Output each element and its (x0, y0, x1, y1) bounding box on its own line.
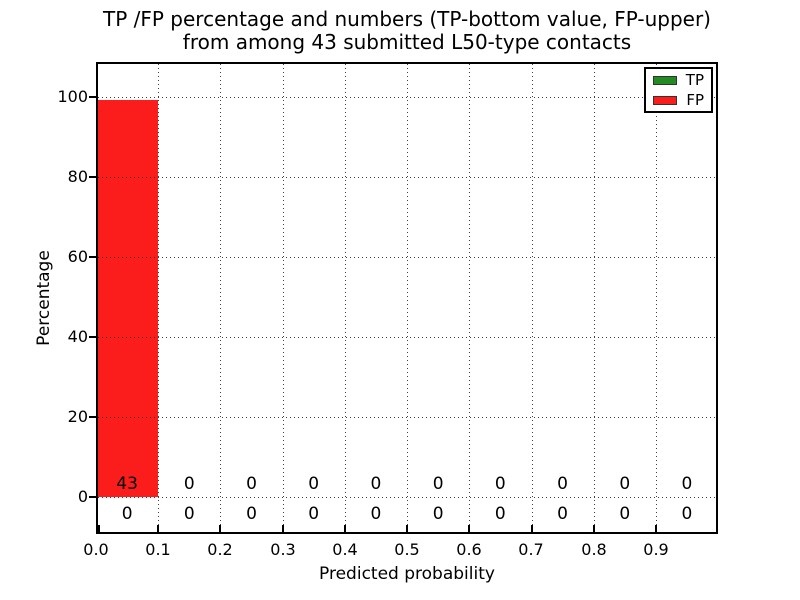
ytick-label-40: 40 (67, 327, 88, 346)
xtick-mark-01 (157, 525, 159, 532)
gridline-x02 (220, 64, 221, 532)
legend-row-tp: TP (653, 70, 704, 89)
tp-count-row: 0 0 0 0 0 0 0 0 0 0 (96, 504, 718, 524)
tp-count: 0 (183, 504, 195, 524)
ytick-mark-20 (89, 416, 96, 418)
gridline-x08 (594, 64, 595, 532)
tp-count: 0 (246, 504, 257, 524)
gridline-x06 (469, 64, 470, 532)
y-axis-title: Percentage (34, 250, 54, 346)
legend-label-fp: FP (686, 90, 704, 109)
fp-count-row: 43 0 0 0 0 0 0 0 0 0 (96, 474, 718, 494)
xtick-label-00: 0.0 (83, 540, 109, 559)
ytick-mark-40 (89, 336, 96, 338)
tp-swatch-icon (653, 75, 677, 85)
fp-count: 0 (494, 474, 506, 494)
xtick-mark-06 (468, 525, 470, 532)
tp-count: 0 (619, 504, 631, 524)
ytick-mark-60 (89, 256, 96, 258)
xtick-mark-07 (531, 525, 533, 532)
ytick-mark-100 (89, 96, 96, 98)
xtick-mark-03 (282, 525, 284, 532)
legend: TP FP (644, 67, 713, 113)
fp-count: 0 (619, 474, 631, 494)
plot-area: 43 0 0 0 0 0 0 0 0 0 0 0 0 0 0 0 0 0 0 0 (96, 62, 718, 534)
gridline-x07 (532, 64, 533, 532)
fp-count: 0 (370, 474, 382, 494)
chart-title-line1: TP /FP percentage and numbers (TP-bottom… (103, 7, 711, 31)
fp-count: 0 (246, 474, 257, 494)
legend-row-fp: FP (653, 90, 704, 109)
ytick-label-0: 0 (77, 487, 88, 506)
tp-count: 0 (681, 504, 693, 524)
fp-swatch-icon (653, 95, 678, 105)
xtick-label-03: 0.3 (270, 540, 296, 559)
ytick-label-60: 60 (67, 247, 88, 266)
gridline-x03 (283, 64, 284, 532)
fp-count: 0 (183, 474, 195, 494)
xtick-mark-05 (406, 525, 408, 532)
xtick-label-04: 0.4 (332, 540, 358, 559)
fp-count: 0 (432, 474, 444, 494)
xtick-mark-00 (98, 525, 100, 532)
ytick-label-20: 20 (67, 407, 88, 426)
ytick-mark-80 (89, 176, 96, 178)
xtick-label-09: 0.9 (643, 540, 669, 559)
xtick-label-05: 0.5 (394, 540, 420, 559)
fp-bar-bin0 (98, 100, 158, 497)
xtick-mark-04 (344, 525, 346, 532)
xtick-label-07: 0.7 (518, 540, 544, 559)
ytick-label-100: 100 (57, 87, 88, 106)
ytick-mark-0 (89, 496, 96, 498)
gridline-x09 (656, 64, 657, 532)
gridline-x04 (345, 64, 346, 532)
fp-count: 0 (681, 474, 693, 494)
xtick-mark-09 (655, 525, 657, 532)
xtick-mark-02 (219, 525, 221, 532)
fp-count: 0 (557, 474, 568, 494)
tp-count: 0 (121, 504, 133, 524)
tp-count: 0 (557, 504, 568, 524)
xtick-label-06: 0.6 (456, 540, 482, 559)
ytick-label-80: 80 (67, 167, 88, 186)
fp-count: 0 (308, 474, 320, 494)
fp-count: 43 (116, 474, 138, 494)
x-axis-title: Predicted probability (319, 564, 495, 584)
gridline-x01 (158, 64, 159, 532)
xtick-mark-08 (593, 525, 595, 532)
legend-label-tp: TP (685, 70, 704, 89)
chart-title-line2: from among 43 submitted L50-type contact… (182, 30, 632, 54)
xtick-label-08: 0.8 (581, 540, 607, 559)
tp-count: 0 (308, 504, 320, 524)
tp-count: 0 (494, 504, 506, 524)
xtick-label-02: 0.2 (207, 540, 233, 559)
tp-count: 0 (432, 504, 444, 524)
tp-count: 0 (370, 504, 382, 524)
xtick-label-01: 0.1 (145, 540, 171, 559)
gridline-x05 (407, 64, 408, 532)
